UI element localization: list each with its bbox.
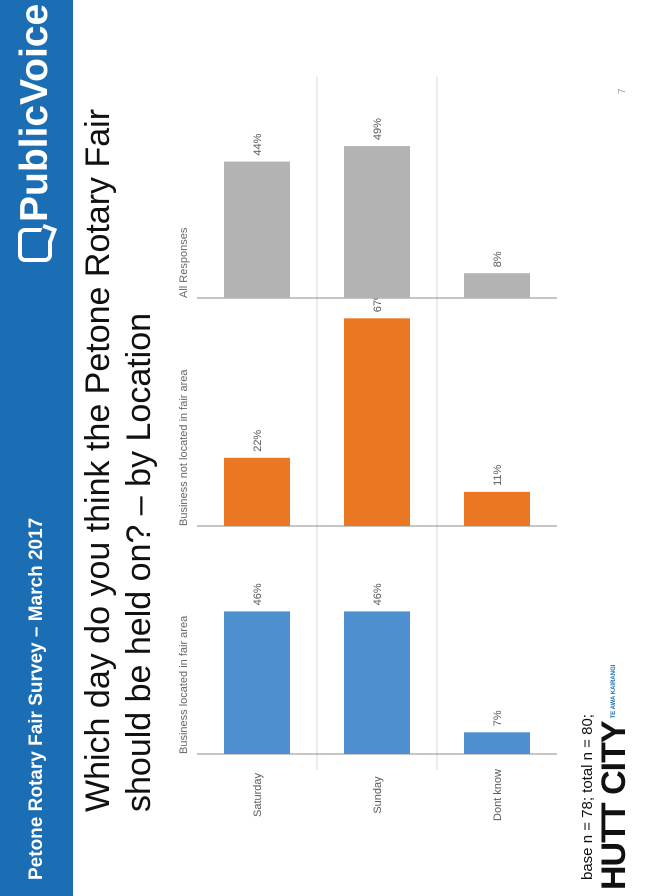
category-label: Dont know [492, 769, 504, 821]
panel-title: Business located in fair area [178, 615, 190, 754]
data-label: 44% [252, 133, 264, 155]
category-label: Sunday [372, 776, 384, 814]
panel-title: Business not located in fair area [178, 369, 190, 526]
bar [224, 457, 290, 526]
data-label: 8% [492, 251, 504, 267]
data-label: 7% [492, 710, 504, 726]
panel-title: All Responses [178, 227, 190, 298]
category-label: Saturday [252, 772, 264, 817]
data-label: 46% [372, 583, 384, 605]
bar [464, 732, 530, 754]
bar [464, 273, 530, 298]
bar [464, 491, 530, 526]
data-label: 46% [252, 583, 264, 605]
bar [344, 611, 410, 754]
hutt-city-tagline: TE AWA KAIRANGI [611, 664, 617, 719]
data-label: 49% [372, 118, 384, 140]
hutt-city-wordmark: HUTT CITY [595, 721, 633, 890]
data-label: 22% [252, 430, 264, 452]
hutt-city-logo: HUTT CITY TE AWA KAIRANGI [594, 665, 634, 890]
header-band [0, 0, 73, 896]
page-number: 7 [617, 88, 628, 94]
bar [344, 318, 410, 526]
bar [224, 161, 290, 298]
bar [344, 146, 410, 298]
data-label: 11% [492, 464, 504, 485]
bar [224, 611, 290, 754]
